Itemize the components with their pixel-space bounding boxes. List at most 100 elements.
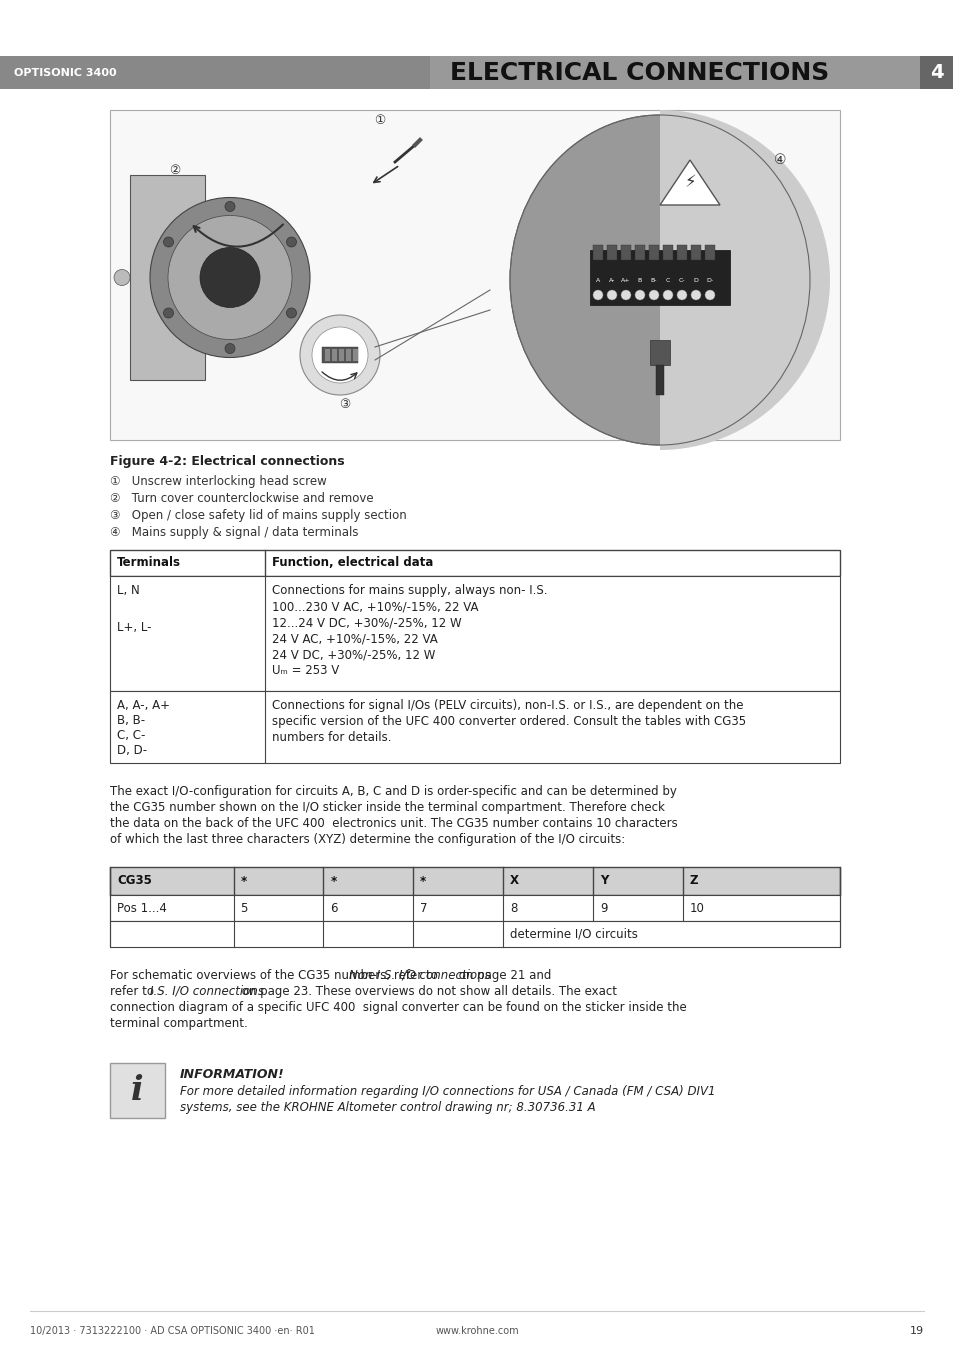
Circle shape xyxy=(225,201,234,212)
Text: ②: ② xyxy=(170,163,180,177)
Text: refer to: refer to xyxy=(110,985,157,998)
Bar xyxy=(353,349,357,361)
Text: *: * xyxy=(240,874,247,888)
Bar xyxy=(690,245,700,259)
Text: ②   Turn cover counterclockwise and remove: ② Turn cover counterclockwise and remove xyxy=(110,492,374,505)
Bar xyxy=(589,250,729,305)
Text: D: D xyxy=(693,277,698,282)
Text: ④   Mains supply & signal / data terminals: ④ Mains supply & signal / data terminals xyxy=(110,526,358,539)
Text: ③: ③ xyxy=(339,399,351,412)
Text: Y: Y xyxy=(599,874,608,888)
Polygon shape xyxy=(659,159,720,205)
Text: ⚡: ⚡ xyxy=(683,173,695,190)
Bar xyxy=(677,245,686,259)
Text: OPTISONIC 3400: OPTISONIC 3400 xyxy=(14,68,116,77)
Circle shape xyxy=(299,315,379,394)
Bar xyxy=(606,245,617,259)
Circle shape xyxy=(593,290,602,300)
Text: ③   Open / close safety lid of mains supply section: ③ Open / close safety lid of mains suppl… xyxy=(110,509,406,521)
Text: For more detailed information regarding I/O connections for USA / Canada (FM / C: For more detailed information regarding … xyxy=(180,1085,715,1098)
Text: D, D-: D, D- xyxy=(117,744,147,757)
Text: specific version of the UFC 400 converter ordered. Consult the tables with CG35: specific version of the UFC 400 converte… xyxy=(272,715,745,728)
Bar xyxy=(110,576,840,690)
Text: 9: 9 xyxy=(599,901,607,915)
Circle shape xyxy=(606,290,617,300)
Text: ELECTRICAL CONNECTIONS: ELECTRICAL CONNECTIONS xyxy=(450,61,828,85)
Bar xyxy=(635,245,644,259)
Text: A+: A+ xyxy=(620,277,630,282)
Bar xyxy=(704,245,714,259)
Text: Connections for signal I/Os (PELV circuits), non-I.S. or I.S., are dependent on : Connections for signal I/Os (PELV circui… xyxy=(272,698,742,712)
Text: For schematic overviews of the CG35 numbers, refer to: For schematic overviews of the CG35 numb… xyxy=(110,969,441,982)
Text: B: B xyxy=(638,277,641,282)
Bar xyxy=(620,245,630,259)
Text: Non-I.S. I/O connections: Non-I.S. I/O connections xyxy=(348,969,490,982)
Text: INFORMATION!: INFORMATION! xyxy=(180,1069,284,1081)
Text: on page 21 and: on page 21 and xyxy=(455,969,551,982)
Circle shape xyxy=(690,290,700,300)
Text: terminal compartment.: terminal compartment. xyxy=(110,1017,248,1029)
Text: i: i xyxy=(132,1074,144,1106)
Bar xyxy=(656,365,663,394)
Circle shape xyxy=(113,269,130,285)
Text: 12...24 V DC, +30%/-25%, 12 W: 12...24 V DC, +30%/-25%, 12 W xyxy=(272,616,461,630)
Bar xyxy=(332,349,336,361)
Bar xyxy=(346,349,351,361)
Text: 24 V DC, +30%/-25%, 12 W: 24 V DC, +30%/-25%, 12 W xyxy=(272,648,435,661)
Text: ①   Unscrew interlocking head screw: ① Unscrew interlocking head screw xyxy=(110,476,327,488)
Bar xyxy=(110,921,840,947)
Bar xyxy=(110,1063,165,1119)
Ellipse shape xyxy=(510,115,809,444)
Text: A-: A- xyxy=(608,277,615,282)
Text: Figure 4-2: Electrical connections: Figure 4-2: Electrical connections xyxy=(110,455,344,467)
Bar xyxy=(0,55,430,89)
Text: C: C xyxy=(665,277,670,282)
Bar xyxy=(322,347,357,363)
Text: 5: 5 xyxy=(240,901,248,915)
Text: Uₘ = 253 V: Uₘ = 253 V xyxy=(272,663,339,677)
Circle shape xyxy=(286,308,296,317)
Circle shape xyxy=(286,236,296,247)
Text: 6: 6 xyxy=(330,901,337,915)
Text: the CG35 number shown on the I/O sticker inside the terminal compartment. Theref: the CG35 number shown on the I/O sticker… xyxy=(110,801,664,815)
Text: X: X xyxy=(510,874,518,888)
Text: A: A xyxy=(596,277,599,282)
Text: B-: B- xyxy=(650,277,657,282)
Circle shape xyxy=(163,308,173,317)
Text: C, C-: C, C- xyxy=(117,730,145,742)
Circle shape xyxy=(662,290,672,300)
Text: systems, see the KROHNE Altometer control drawing nr; 8.30736.31 A: systems, see the KROHNE Altometer contro… xyxy=(180,1101,595,1115)
Bar xyxy=(110,109,840,440)
Circle shape xyxy=(648,290,659,300)
Text: 7: 7 xyxy=(419,901,427,915)
Bar xyxy=(649,340,669,365)
Bar xyxy=(0,55,953,89)
Text: CG35: CG35 xyxy=(117,874,152,888)
Bar xyxy=(338,349,344,361)
Text: 19: 19 xyxy=(909,1325,923,1336)
Text: 10: 10 xyxy=(689,901,704,915)
Text: Function, electrical data: Function, electrical data xyxy=(272,557,433,570)
Text: determine I/O circuits: determine I/O circuits xyxy=(510,928,638,940)
Circle shape xyxy=(677,290,686,300)
Text: 100...230 V AC, +10%/-15%, 22 VA: 100...230 V AC, +10%/-15%, 22 VA xyxy=(272,600,478,613)
Text: L, N: L, N xyxy=(117,584,139,597)
Text: Pos 1...4: Pos 1...4 xyxy=(117,901,167,915)
Text: Z: Z xyxy=(689,874,698,888)
Text: B, B-: B, B- xyxy=(117,713,145,727)
Text: Connections for mains supply, always non- I.S.: Connections for mains supply, always non… xyxy=(272,584,547,597)
Bar xyxy=(110,867,840,894)
Text: 24 V AC, +10%/-15%, 22 VA: 24 V AC, +10%/-15%, 22 VA xyxy=(272,632,437,644)
Text: D-: D- xyxy=(706,277,713,282)
Text: L+, L-: L+, L- xyxy=(117,621,152,634)
Bar xyxy=(593,245,602,259)
Text: *: * xyxy=(419,874,426,888)
Bar xyxy=(110,894,840,921)
Bar xyxy=(662,245,672,259)
Text: ①: ① xyxy=(374,113,385,127)
Wedge shape xyxy=(659,109,829,450)
Circle shape xyxy=(704,290,714,300)
Circle shape xyxy=(163,236,173,247)
Text: 10/2013 · 7313222100 · AD CSA OPTISONIC 3400 ·en· R01: 10/2013 · 7313222100 · AD CSA OPTISONIC … xyxy=(30,1325,314,1336)
Bar xyxy=(325,349,330,361)
